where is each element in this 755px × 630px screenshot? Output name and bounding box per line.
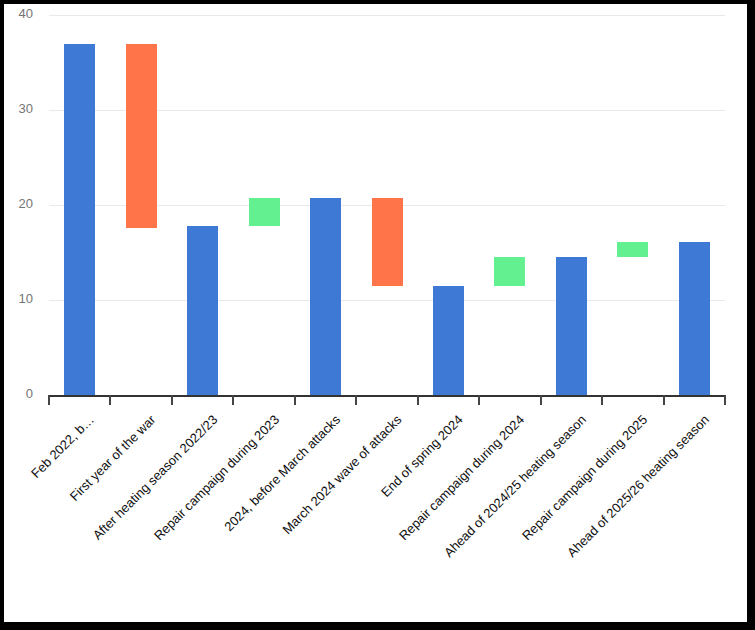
- chart-bar-5[interactable]: [310, 198, 341, 395]
- x-axis-tick: [109, 395, 111, 405]
- chart-bar-3[interactable]: [187, 226, 218, 395]
- y-tick-label-20: 20: [4, 196, 33, 212]
- x-axis-tick: [417, 395, 419, 405]
- chart-bar-6[interactable]: [372, 198, 403, 285]
- y-tick-label-0: 0: [4, 386, 33, 402]
- y-tick-label-10: 10: [4, 291, 33, 307]
- chart-canvas: 010203040 Feb 2022, b…First year of the …: [4, 4, 747, 622]
- x-axis-tick: [663, 395, 665, 405]
- x-category-label: Repair campaign during 2023: [150, 412, 281, 543]
- chart-frame: 010203040 Feb 2022, b…First year of the …: [0, 0, 755, 630]
- x-axis-tick: [294, 395, 296, 405]
- x-axis-tick: [540, 395, 542, 405]
- chart-bar-2[interactable]: [126, 44, 157, 228]
- chart-bar-11[interactable]: [679, 242, 710, 395]
- chart-bar-10[interactable]: [617, 242, 648, 257]
- gridline-40: [49, 15, 725, 16]
- x-axis-tick: [171, 395, 173, 405]
- gridline-10: [49, 300, 725, 301]
- y-tick-label-40: 40: [4, 6, 33, 22]
- x-category-label: After heating season 2022/23: [90, 412, 221, 543]
- x-category-label: March 2024 wave of attacks: [280, 412, 405, 537]
- chart-bar-9[interactable]: [556, 257, 587, 395]
- x-category-label: Repair campaign during 2025: [519, 412, 650, 543]
- x-axis-line: [49, 395, 725, 397]
- x-axis-tick: [601, 395, 603, 405]
- chart-bar-7[interactable]: [433, 286, 464, 395]
- y-tick-label-30: 30: [4, 101, 33, 117]
- x-axis-tick: [355, 395, 357, 405]
- x-axis-tick: [232, 395, 234, 405]
- chart-bar-4[interactable]: [249, 198, 280, 226]
- x-category-label: Repair campaign during 2024: [396, 412, 527, 543]
- x-axis-tick: [724, 395, 726, 405]
- x-axis-tick: [48, 395, 50, 405]
- x-axis-tick: [478, 395, 480, 405]
- chart-bar-8[interactable]: [494, 257, 525, 286]
- x-category-label: 2024, before March attacks: [221, 412, 343, 534]
- chart-bar-1[interactable]: [64, 44, 95, 396]
- x-category-label: Feb 2022, b…: [28, 412, 97, 481]
